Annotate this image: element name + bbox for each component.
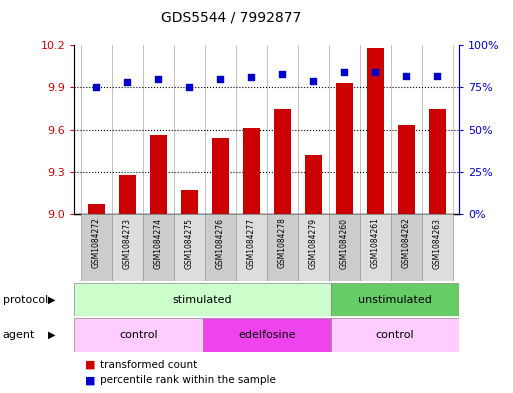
Point xyxy=(123,79,131,86)
Text: GSM1084277: GSM1084277 xyxy=(247,218,256,268)
Bar xyxy=(305,155,322,214)
Bar xyxy=(112,214,143,281)
Bar xyxy=(205,214,236,281)
Text: ▶: ▶ xyxy=(48,295,55,305)
Text: percentile rank within the sample: percentile rank within the sample xyxy=(100,375,276,386)
Text: GSM1084261: GSM1084261 xyxy=(371,218,380,268)
Text: GSM1084276: GSM1084276 xyxy=(216,218,225,268)
Text: GSM1084263: GSM1084263 xyxy=(433,218,442,268)
Text: GSM1084275: GSM1084275 xyxy=(185,218,194,268)
Text: edelfosine: edelfosine xyxy=(238,330,295,340)
Text: transformed count: transformed count xyxy=(100,360,198,370)
Text: protocol: protocol xyxy=(3,295,48,305)
Text: ■: ■ xyxy=(85,375,95,386)
Point xyxy=(278,71,286,77)
Point xyxy=(92,84,100,90)
Bar xyxy=(391,214,422,281)
Text: GSM1084272: GSM1084272 xyxy=(92,218,101,268)
Bar xyxy=(74,318,203,352)
Bar xyxy=(336,83,353,214)
Bar xyxy=(267,214,298,281)
Text: GSM1084273: GSM1084273 xyxy=(123,218,132,268)
Point xyxy=(216,76,224,82)
Bar xyxy=(331,283,459,316)
Bar xyxy=(422,214,453,281)
Text: GSM1084260: GSM1084260 xyxy=(340,218,349,268)
Text: GDS5544 / 7992877: GDS5544 / 7992877 xyxy=(161,11,301,25)
Bar xyxy=(360,214,391,281)
Text: GSM1084274: GSM1084274 xyxy=(154,218,163,268)
Bar xyxy=(367,48,384,214)
Text: control: control xyxy=(376,330,415,340)
Text: GSM1084278: GSM1084278 xyxy=(278,218,287,268)
Bar xyxy=(274,108,291,214)
Bar xyxy=(236,214,267,281)
Bar xyxy=(119,175,135,214)
Bar xyxy=(181,190,198,214)
Bar xyxy=(212,138,229,214)
Bar xyxy=(329,214,360,281)
Text: GSM1084262: GSM1084262 xyxy=(402,218,411,268)
Bar xyxy=(88,204,105,214)
Text: GSM1084279: GSM1084279 xyxy=(309,218,318,268)
Bar xyxy=(174,214,205,281)
Bar xyxy=(429,108,446,214)
Point xyxy=(185,84,193,90)
Text: control: control xyxy=(119,330,158,340)
Point xyxy=(309,77,318,84)
Point xyxy=(154,76,162,82)
Bar xyxy=(143,214,174,281)
Point xyxy=(247,74,255,81)
Point xyxy=(371,69,380,75)
Bar xyxy=(331,318,459,352)
Bar xyxy=(243,128,260,214)
Point xyxy=(433,72,442,79)
Bar xyxy=(298,214,329,281)
Bar xyxy=(398,125,415,214)
Bar xyxy=(203,318,331,352)
Point xyxy=(340,69,348,75)
Text: ■: ■ xyxy=(85,360,95,370)
Point xyxy=(402,72,410,79)
Text: agent: agent xyxy=(3,330,35,340)
Text: unstimulated: unstimulated xyxy=(358,295,432,305)
Bar xyxy=(74,283,331,316)
Text: ▶: ▶ xyxy=(48,330,55,340)
Bar xyxy=(150,135,167,214)
Bar xyxy=(81,214,112,281)
Text: stimulated: stimulated xyxy=(173,295,232,305)
